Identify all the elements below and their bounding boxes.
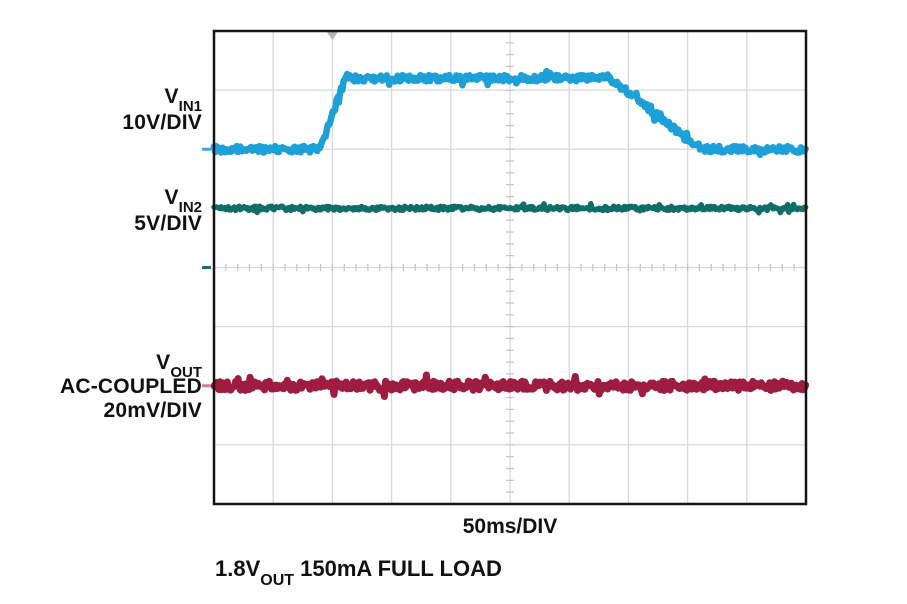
label-vout-symbol: V	[156, 351, 171, 374]
label-vin2-subscript: IN2	[178, 199, 202, 217]
caption-post: 150mA FULL LOAD	[294, 556, 502, 581]
label-vin2-scale: 5V/DIV	[134, 212, 202, 235]
label-vout: VOUT AC-COUPLED 20mV/DIV	[0, 351, 202, 423]
label-vin1-scale: 10V/DIV	[122, 111, 202, 134]
caption-pre: 1.8V	[215, 556, 261, 581]
label-vout-name: VOUT	[0, 351, 202, 380]
time-per-div-label: 50ms/DIV	[462, 515, 558, 538]
label-vin1: VIN1 10V/DIV	[0, 84, 202, 136]
label-vin2: VIN2 5V/DIV	[0, 185, 202, 237]
caption-subscript: OUT	[260, 572, 295, 590]
label-vout-subscript: OUT	[170, 364, 202, 382]
figure-caption: 1.8VOUT 150mA FULL LOAD	[215, 556, 502, 589]
label-vout-mode: AC-COUPLED	[60, 375, 202, 398]
label-vin2-name: VIN2	[0, 185, 202, 215]
label-vin1-symbol: V	[164, 85, 179, 108]
label-vin2-symbol: V	[164, 186, 179, 209]
label-vout-scale: 20mV/DIV	[103, 399, 202, 422]
label-vin1-name: VIN1	[0, 84, 202, 114]
label-vin1-subscript: IN1	[178, 98, 202, 116]
